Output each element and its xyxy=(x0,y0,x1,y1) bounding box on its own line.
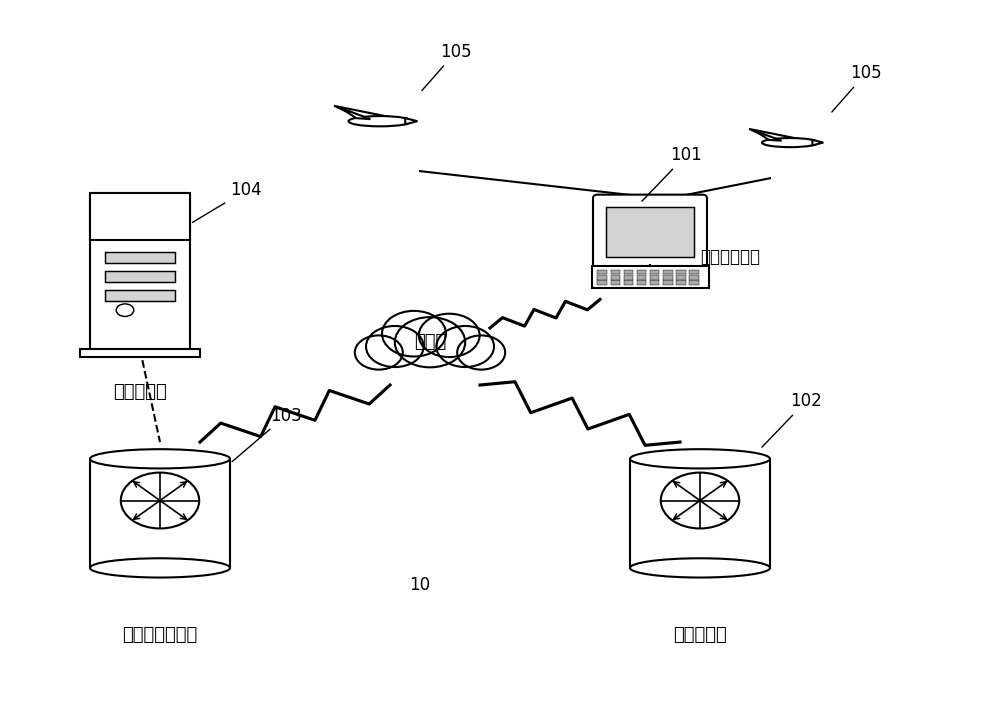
Text: 105: 105 xyxy=(832,64,882,112)
Bar xyxy=(637,275,646,279)
Bar xyxy=(592,266,708,288)
Bar xyxy=(689,270,699,275)
Bar xyxy=(597,280,607,284)
Circle shape xyxy=(457,335,505,369)
Bar xyxy=(90,193,190,349)
Ellipse shape xyxy=(630,558,770,578)
Bar xyxy=(676,280,686,284)
Bar xyxy=(624,280,633,284)
Polygon shape xyxy=(334,106,403,122)
Text: 105: 105 xyxy=(422,43,472,91)
Bar xyxy=(663,280,673,284)
Bar xyxy=(611,270,620,275)
Bar xyxy=(597,275,607,279)
Bar xyxy=(606,207,694,257)
Ellipse shape xyxy=(349,116,412,126)
Bar xyxy=(630,459,770,568)
Bar xyxy=(676,275,686,279)
Circle shape xyxy=(395,317,465,367)
Text: 104: 104 xyxy=(192,181,262,222)
Bar xyxy=(90,459,230,568)
Bar xyxy=(90,193,190,240)
Ellipse shape xyxy=(90,558,230,578)
Text: 10: 10 xyxy=(409,575,431,594)
Text: 101: 101 xyxy=(642,146,702,201)
Polygon shape xyxy=(756,131,782,140)
Bar xyxy=(650,275,659,279)
Circle shape xyxy=(436,326,494,367)
Bar xyxy=(624,275,633,279)
Bar xyxy=(650,270,659,275)
Circle shape xyxy=(382,311,446,356)
Circle shape xyxy=(419,314,480,357)
Bar xyxy=(689,280,699,284)
Bar xyxy=(689,275,699,279)
Bar xyxy=(105,271,175,282)
Polygon shape xyxy=(342,108,370,119)
Bar xyxy=(105,252,175,263)
Text: 管控中心路由器: 管控中心路由器 xyxy=(122,625,198,644)
Bar xyxy=(637,270,646,275)
Bar xyxy=(597,270,607,275)
Bar xyxy=(80,349,200,357)
Circle shape xyxy=(366,326,424,367)
Bar xyxy=(676,270,686,275)
Text: 地面控制设备: 地面控制设备 xyxy=(700,247,760,266)
Text: 远端服务器: 远端服务器 xyxy=(113,383,167,401)
FancyBboxPatch shape xyxy=(593,195,707,269)
Polygon shape xyxy=(749,129,810,143)
Bar xyxy=(611,275,620,279)
Bar xyxy=(105,289,175,301)
Circle shape xyxy=(116,304,134,317)
Polygon shape xyxy=(812,140,823,145)
Bar xyxy=(663,270,673,275)
Bar xyxy=(611,280,620,284)
Ellipse shape xyxy=(762,138,818,147)
Text: 102: 102 xyxy=(762,392,822,447)
Text: 互联网: 互联网 xyxy=(414,333,446,352)
Text: 组网路由器: 组网路由器 xyxy=(673,625,727,644)
Bar xyxy=(637,280,646,284)
Bar xyxy=(650,280,659,284)
Circle shape xyxy=(355,335,403,369)
Ellipse shape xyxy=(90,449,230,468)
Text: 103: 103 xyxy=(232,406,302,461)
Polygon shape xyxy=(405,118,417,124)
Bar xyxy=(663,275,673,279)
Ellipse shape xyxy=(630,449,770,468)
Bar xyxy=(624,270,633,275)
